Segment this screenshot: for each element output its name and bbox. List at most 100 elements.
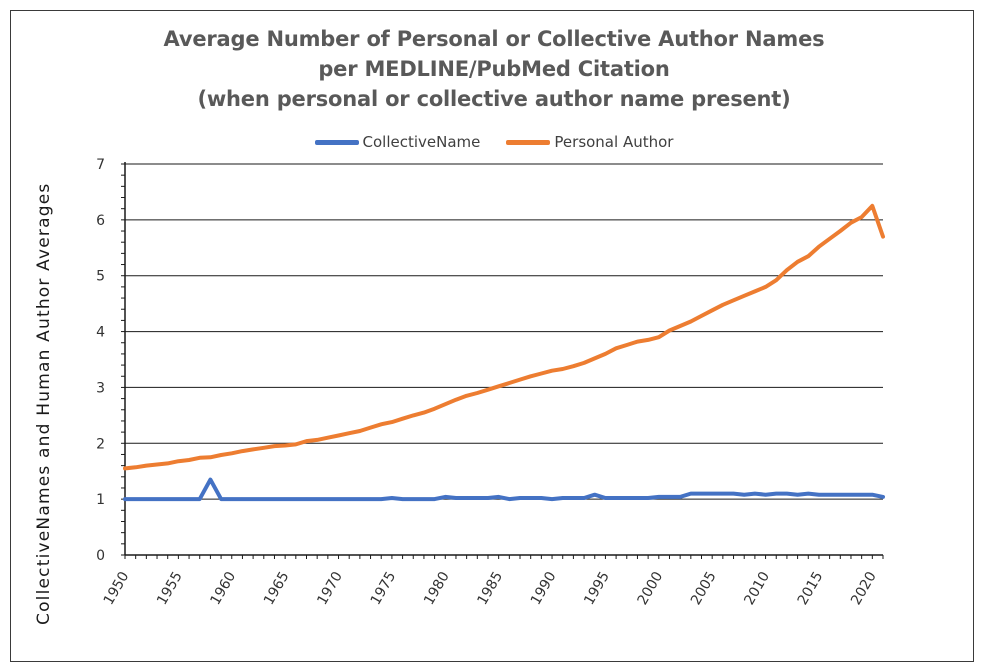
x-tick-label-1970: 1970 [314, 569, 346, 608]
data-point-personal-author [486, 388, 490, 392]
data-point-personal-author [134, 465, 138, 469]
data-point-personal-author [144, 464, 148, 468]
data-point-personal-author [507, 381, 511, 385]
data-point-personal-author [731, 298, 736, 302]
x-tick-label-1975: 1975 [368, 569, 400, 608]
legend-swatch-personal-author [506, 139, 551, 145]
data-point-personal-author [753, 289, 757, 293]
data-point-personal-author [529, 374, 533, 378]
legend-item-collective-name: CollectiveName [314, 133, 481, 151]
data-point-collectivename [486, 496, 490, 500]
x-tick-label-1980: 1980 [421, 569, 453, 608]
data-point-collectivename [678, 495, 682, 499]
data-point-collectivename [529, 496, 533, 500]
data-point-personal-author [870, 204, 874, 208]
data-point-personal-author [208, 455, 213, 459]
data-point-personal-author [433, 407, 437, 411]
x-tick-label-2020: 2020 [848, 569, 880, 608]
data-point-personal-author [785, 268, 789, 272]
data-point-personal-author [336, 433, 341, 438]
data-point-personal-author [262, 446, 266, 450]
data-point-collectivename [753, 491, 757, 496]
data-point-collectivename [443, 495, 447, 499]
data-point-collectivename [582, 496, 586, 500]
data-point-collectivename [689, 491, 693, 496]
data-point-collectivename [400, 497, 405, 501]
data-point-personal-author [518, 378, 522, 382]
data-point-personal-author [497, 384, 501, 388]
data-point-personal-author [475, 391, 479, 395]
y-axis-label: CollectiveNames and Human Author Average… [34, 182, 54, 625]
data-point-personal-author [689, 319, 693, 324]
data-point-personal-author [283, 443, 287, 448]
data-point-collectivename [315, 497, 319, 501]
series-line-collectivename [123, 477, 885, 502]
data-point-personal-author [678, 324, 682, 328]
x-tick-label-2005: 2005 [688, 569, 720, 608]
data-point-personal-author [400, 417, 405, 421]
y-tick-label-6: 6 [96, 213, 105, 229]
legend-item-personal-author: Personal Author [506, 133, 673, 151]
data-point-collectivename [411, 497, 415, 501]
data-point-collectivename [593, 493, 597, 497]
legend-swatch-collective-name [314, 139, 359, 145]
x-tick-label-1985: 1985 [474, 569, 506, 608]
series-line-personal-author [123, 203, 885, 471]
data-point-collectivename [155, 497, 159, 501]
data-point-personal-author [390, 420, 394, 424]
chart-frame [10, 10, 974, 662]
data-point-personal-author [187, 458, 191, 462]
data-point-collectivename [731, 491, 736, 496]
data-point-personal-author [838, 229, 842, 233]
data-point-collectivename [614, 496, 618, 500]
data-point-personal-author [326, 436, 330, 440]
data-point-personal-author [614, 346, 618, 350]
data-point-collectivename [860, 493, 864, 497]
data-point-collectivename [347, 497, 351, 501]
data-point-personal-author [763, 285, 768, 289]
data-point-personal-author [368, 426, 373, 430]
data-point-collectivename [304, 497, 309, 501]
data-point-collectivename [795, 493, 800, 497]
data-point-collectivename [507, 497, 511, 501]
data-point-personal-author [849, 221, 853, 225]
data-point-collectivename [699, 491, 704, 496]
data-point-personal-author [304, 439, 309, 443]
data-point-personal-author [550, 369, 554, 373]
x-tick-label-1965: 1965 [261, 569, 293, 608]
data-point-personal-author [646, 338, 650, 342]
chart-legend: CollectiveName Personal Author [0, 133, 988, 151]
data-point-collectivename [806, 491, 810, 496]
data-point-personal-author [155, 462, 159, 467]
legend-label-collective-name: CollectiveName [362, 133, 481, 151]
data-point-personal-author [593, 356, 597, 360]
data-point-collectivename [134, 497, 138, 501]
data-point-collectivename [208, 477, 213, 482]
data-point-collectivename [667, 495, 672, 499]
data-point-collectivename [251, 497, 255, 501]
data-point-personal-author [582, 361, 586, 365]
data-point-personal-author [176, 459, 180, 463]
data-point-collectivename [828, 493, 832, 497]
data-point-collectivename [283, 497, 287, 501]
data-point-collectivename [603, 496, 608, 500]
data-point-personal-author [625, 343, 629, 347]
data-point-personal-author [721, 303, 725, 307]
data-point-collectivename [518, 496, 522, 500]
y-tick-label-5: 5 [96, 269, 105, 285]
data-point-collectivename [657, 495, 661, 499]
y-tick-label-7: 7 [96, 157, 105, 173]
data-point-personal-author [635, 340, 640, 344]
data-point-personal-author [860, 215, 864, 219]
data-point-collectivename [817, 493, 821, 497]
data-point-collectivename [379, 497, 383, 501]
y-tick-label-0: 0 [96, 548, 105, 564]
data-point-collectivename [646, 496, 650, 500]
data-point-collectivename [262, 497, 266, 501]
data-point-personal-author [465, 394, 469, 398]
data-point-collectivename [742, 493, 746, 497]
y-tick-label-2: 2 [96, 436, 105, 452]
data-point-personal-author [817, 245, 821, 249]
data-point-personal-author [699, 314, 704, 318]
data-point-collectivename [721, 491, 725, 496]
